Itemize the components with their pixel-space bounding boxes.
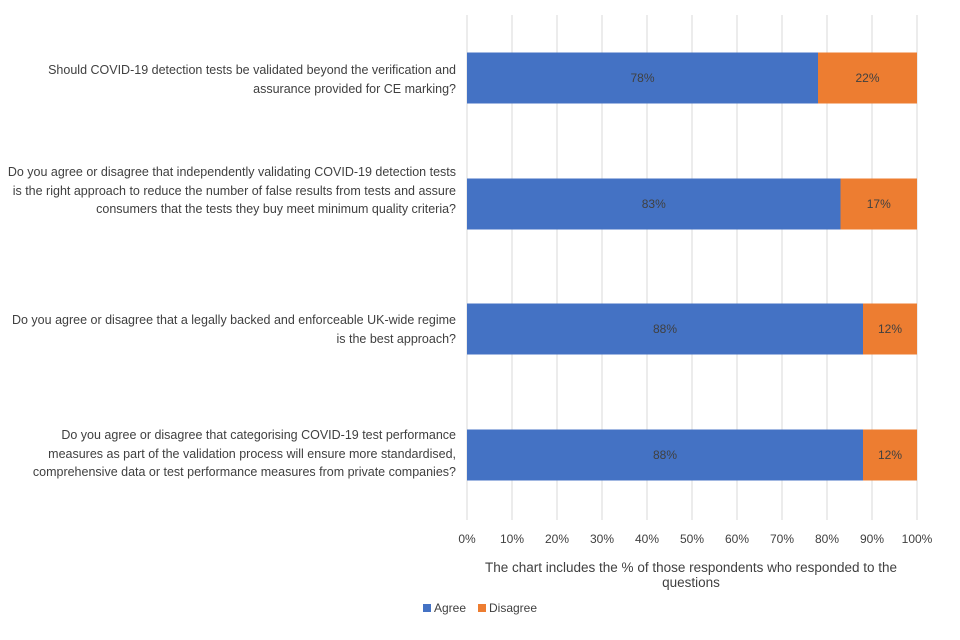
bar-disagree-1 (818, 52, 917, 104)
bar-agree-3 (467, 303, 863, 355)
x-tick-label-5: 50% (680, 532, 704, 546)
x-tick-label-4: 40% (635, 532, 659, 546)
legend-label-agree: Agree (433, 601, 466, 615)
bar-label-agree-1: 78% (630, 71, 654, 85)
bar-label-disagree-3: 12% (878, 322, 902, 336)
bar-agree-4 (467, 429, 863, 481)
bar-label-disagree-1: 22% (855, 71, 879, 85)
bar-agree-1 (467, 52, 818, 104)
legend-item-disagree: Disagree (478, 601, 537, 615)
question-label-3: Do you agree or disagree that a legally … (11, 313, 456, 346)
x-tick-label-3: 30% (590, 532, 614, 546)
x-tick-label-9: 90% (860, 532, 884, 546)
question-label-4: Do you agree or disagree that categorisi… (32, 428, 456, 479)
question-label-2: Do you agree or disagree that independen… (7, 165, 456, 216)
x-tick-label-6: 60% (725, 532, 749, 546)
bar-disagree-2 (840, 178, 917, 230)
bar-label-disagree-2: 17% (867, 197, 891, 211)
x-tick-label-10: 100% (902, 532, 933, 546)
legend-swatch-disagree (478, 604, 486, 612)
x-tick-label-0: 0% (458, 532, 476, 546)
x-tick-label-1: 10% (500, 532, 524, 546)
bar-disagree-3 (863, 303, 917, 355)
legend-item-agree: Agree (422, 601, 466, 615)
bar-label-disagree-4: 12% (878, 448, 902, 462)
legend-label-disagree: Disagree (489, 601, 538, 615)
question-label-1: Should COVID-19 detection tests be valid… (48, 63, 456, 96)
bar-label-agree-4: 88% (653, 448, 677, 462)
bar-label-agree-2: 83% (642, 197, 666, 211)
x-axis-label: The chart includes the % of those respon… (484, 560, 897, 590)
legend: Agree Disagree (0, 601, 960, 615)
bars: 78% 22% 83% 17% 88% 12% 88% 12% (467, 52, 917, 481)
x-axis-ticks: 0% 10% 20% 30% 40% 50% 60% 70% 80% 90% 100% (458, 532, 932, 546)
bar-agree-2 (467, 178, 841, 230)
x-tick-label-2: 20% (545, 532, 569, 546)
x-tick-label-8: 80% (815, 532, 839, 546)
bar-label-agree-3: 88% (653, 322, 677, 336)
x-tick-label-7: 70% (770, 532, 794, 546)
bar-disagree-4 (863, 429, 917, 481)
legend-swatch-agree (422, 604, 431, 612)
